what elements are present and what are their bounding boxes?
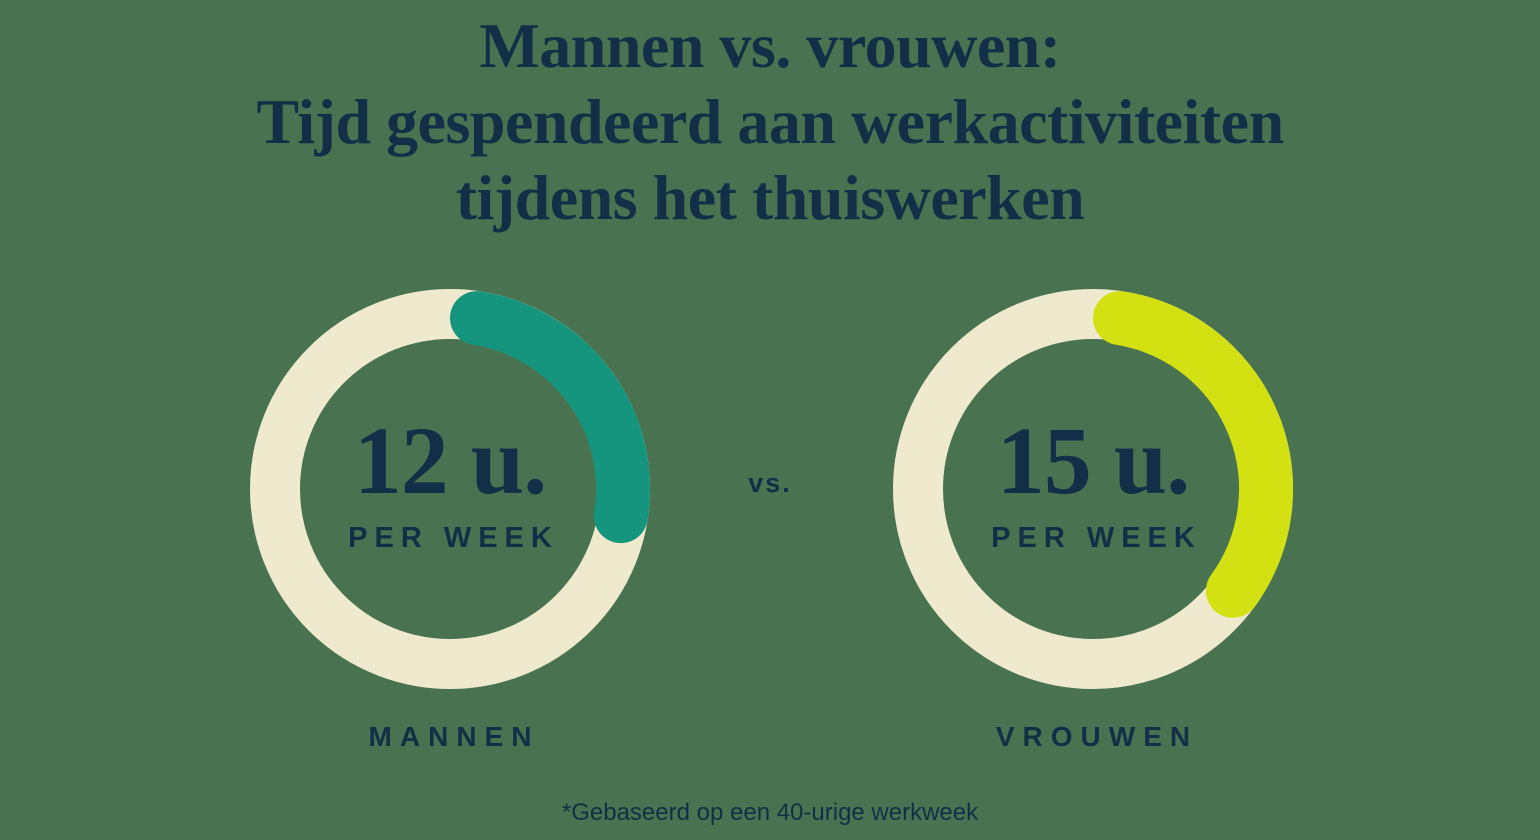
page-title: Mannen vs. vrouwen: Tijd gespendeerd aan…	[0, 8, 1540, 236]
donut-label-mannen: MANNEN	[368, 721, 540, 752]
donut-arc	[450, 291, 650, 544]
title-line-2: Tijd gespendeerd aan werkactiviteiten	[256, 86, 1284, 157]
donut-label-vrouwen: VROUWEN	[995, 721, 1199, 752]
donut-group-mannen: 12 u. PER WEEK	[250, 289, 650, 689]
donut-arc	[1093, 291, 1293, 618]
vs-separator: vs.	[748, 468, 792, 498]
donut-chart-vrouwen	[893, 289, 1293, 689]
donut-chart-mannen	[250, 289, 650, 689]
footnote: *Gebaseerd op een 40-urige werkweek	[561, 799, 979, 826]
title-line-3: tijdens het thuiswerken	[455, 162, 1085, 233]
title-line-1: Mannen vs. vrouwen:	[479, 10, 1061, 81]
donut-group-vrouwen: 15 u. PER WEEK	[893, 289, 1293, 689]
